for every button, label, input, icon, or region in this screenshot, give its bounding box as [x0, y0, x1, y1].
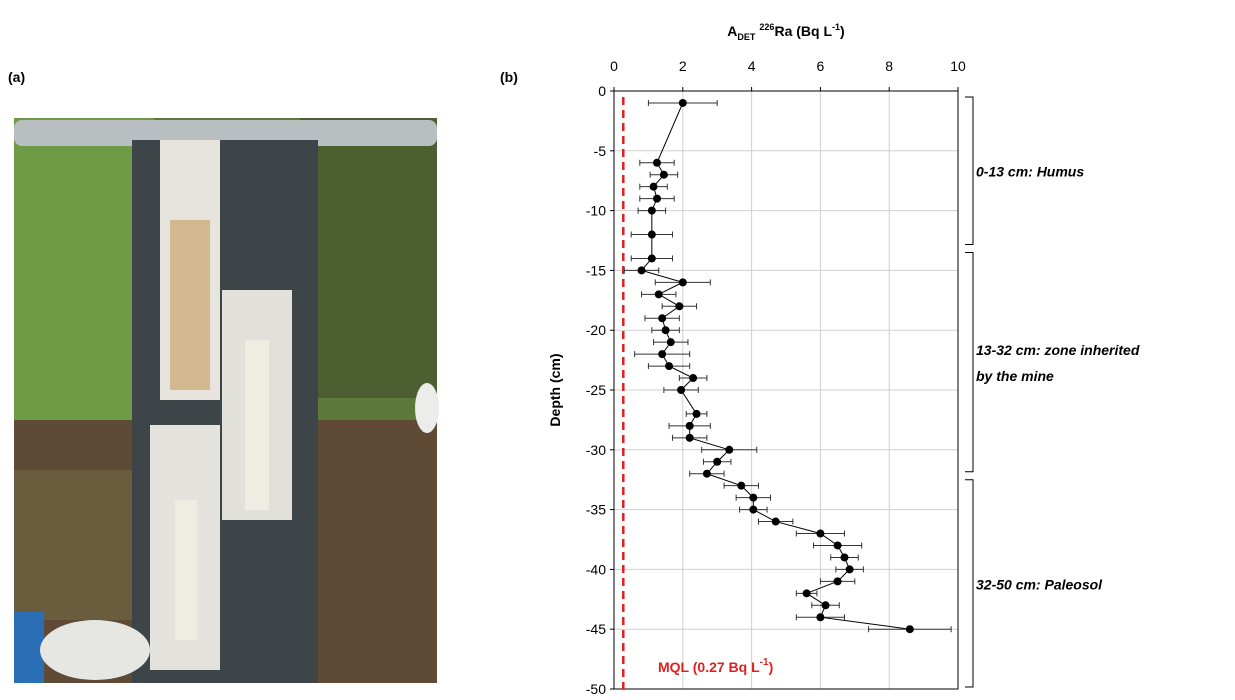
data-point — [653, 194, 661, 203]
zone-label: 0-13 cm: Humus — [976, 164, 1084, 180]
data-point — [725, 445, 734, 454]
x-tick-label: 0 — [610, 58, 618, 74]
data-point — [905, 625, 914, 634]
x-tick-label: 10 — [950, 58, 966, 74]
data-point — [749, 505, 758, 514]
data-point — [771, 517, 780, 526]
y-tick-label: 0 — [598, 83, 606, 99]
y-tick-label: -35 — [586, 502, 606, 518]
data-point — [647, 206, 656, 215]
label-part: ) — [769, 659, 774, 675]
label-part: -1 — [760, 657, 769, 668]
data-point — [678, 98, 687, 107]
data-point — [833, 577, 842, 586]
data-point — [647, 230, 656, 239]
x-tick-label: 6 — [817, 58, 825, 74]
data-point — [675, 302, 684, 311]
zone-bracket — [965, 479, 974, 688]
data-point — [658, 350, 667, 359]
photo — [14, 118, 439, 683]
data-point — [654, 290, 663, 299]
panel-label: (b) — [500, 69, 518, 85]
y-tick-label: -10 — [586, 203, 606, 219]
zone-label: 13-32 cm: zone inherited — [976, 342, 1140, 358]
data-point — [702, 469, 711, 478]
data-point — [659, 170, 668, 179]
x-tick-label: 8 — [885, 58, 893, 74]
data-point — [647, 254, 656, 263]
x-tick-label: 2 — [679, 58, 687, 74]
x-axis-title: ADET226Ra (Bq L-1) — [727, 22, 844, 42]
y-tick-label: -5 — [594, 143, 607, 159]
data-point — [677, 386, 686, 394]
label-part: ) — [840, 23, 845, 39]
data-point — [816, 529, 825, 538]
data-point — [692, 409, 701, 418]
data-point — [653, 158, 661, 167]
data-point — [749, 493, 758, 502]
data-point — [713, 457, 722, 466]
zone-label: 32-50 cm: Paleosol — [976, 576, 1103, 592]
x-tick-label: 4 — [748, 58, 756, 74]
data-point — [678, 278, 687, 287]
data-point — [666, 338, 675, 347]
data-point — [821, 601, 830, 610]
label-part: -1 — [832, 22, 840, 32]
y-tick-label: -20 — [586, 322, 606, 338]
data-point — [637, 266, 646, 275]
label-part: MQL (0.27 Bq L — [658, 659, 760, 675]
data-point — [658, 314, 667, 323]
label-part: DET — [737, 32, 756, 42]
mql-label: MQL (0.27 Bq L-1) — [658, 657, 773, 675]
zone-bracket — [965, 251, 974, 473]
data-point — [737, 481, 746, 490]
y-tick-label: -15 — [586, 262, 606, 278]
label-part: A — [727, 23, 737, 39]
data-point — [833, 541, 842, 550]
label-part: 226 — [759, 22, 774, 32]
data-point — [649, 182, 658, 191]
y-tick-label: -30 — [586, 442, 606, 458]
y-axis-title: Depth (cm) — [547, 353, 563, 426]
data-point — [661, 326, 670, 335]
zone-label: by the mine — [976, 368, 1054, 384]
data-point — [685, 421, 694, 430]
data-point — [802, 589, 811, 598]
y-tick-label: -40 — [586, 561, 606, 577]
zone-bracket — [965, 96, 974, 245]
data-point — [845, 565, 854, 574]
y-tick-label: -45 — [586, 621, 606, 637]
y-tick-label: -50 — [586, 681, 606, 695]
label-part: Ra (Bq L — [774, 23, 832, 39]
data-point — [840, 553, 849, 562]
plot-frame — [613, 90, 959, 690]
y-tick-label: -25 — [586, 382, 606, 398]
data-point — [816, 613, 825, 622]
data-point — [689, 374, 698, 383]
data-point — [685, 433, 694, 442]
data-point — [665, 362, 674, 371]
panel-label: (a) — [8, 69, 25, 85]
